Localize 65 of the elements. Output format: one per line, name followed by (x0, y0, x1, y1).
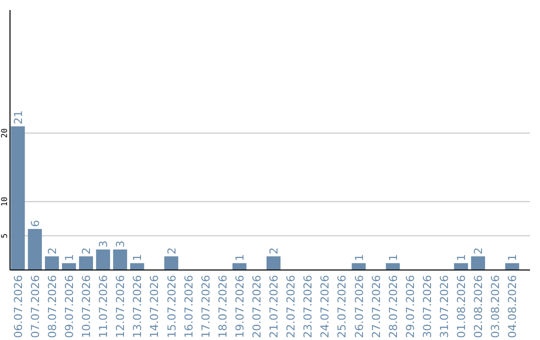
x-tick-label: 24.07.2026 (318, 275, 332, 338)
x-tick-label: 18.07.2026 (216, 275, 230, 338)
x-tick-label: 11.07.2026 (97, 275, 110, 338)
x-tick-label: 12.07.2026 (114, 275, 128, 338)
x-tick-label: 06.07.2026 (12, 275, 25, 338)
x-tick-label: 29.07.2026 (404, 275, 417, 338)
x-tick-label: 25.07.2026 (336, 275, 349, 338)
data-label: 1 (233, 254, 246, 262)
x-tick-label: 23.07.2026 (302, 275, 315, 338)
bar (62, 263, 76, 270)
data-label: 1 (131, 254, 144, 262)
x-tick-label: 13.07.2026 (131, 275, 144, 338)
x-tick-label: 15.07.2026 (165, 275, 178, 338)
data-label: 2 (472, 247, 486, 254)
data-label: 1 (352, 254, 366, 262)
data-label: 2 (268, 247, 281, 254)
data-label: 3 (97, 240, 110, 248)
x-tick-label: 08.07.2026 (46, 275, 59, 338)
y-tick-label: 20 (0, 128, 9, 138)
bar (454, 263, 468, 270)
data-label: 1 (506, 254, 520, 262)
x-tick-label: 26.07.2026 (352, 275, 366, 338)
x-tick-label: 30.07.2026 (420, 275, 434, 338)
x-tick-label: 27.07.2026 (370, 275, 383, 338)
x-tick-label: 22.07.2026 (284, 275, 298, 338)
x-tick-label: 14.07.2026 (148, 275, 162, 338)
data-label: 1 (455, 254, 468, 262)
data-label: 2 (46, 247, 59, 254)
x-tick-label: 19.07.2026 (233, 275, 246, 338)
x-tick-label: 01.08.2026 (455, 275, 468, 338)
data-label: 2 (80, 247, 94, 254)
bar (96, 249, 110, 270)
x-tick-label: 02.08.2026 (472, 275, 486, 338)
bar (164, 256, 178, 270)
x-tick-label: 28.07.2026 (386, 275, 400, 338)
bar (386, 263, 400, 270)
x-tick-label: 09.07.2026 (62, 275, 76, 338)
x-tick-label: 16.07.2026 (182, 275, 196, 338)
x-tick-label: 03.08.2026 (489, 275, 502, 338)
bar (352, 263, 366, 270)
data-label: 2 (165, 247, 178, 254)
bar (44, 256, 59, 270)
bar (471, 256, 486, 270)
data-label: 21 (12, 110, 25, 124)
x-tick-label: 20.07.2026 (250, 275, 264, 338)
y-tick-label: 10 (0, 196, 9, 206)
bar (10, 126, 25, 270)
x-tick-label: 31.07.2026 (438, 275, 451, 338)
bar (505, 263, 520, 270)
x-tick-label: 17.07.2026 (199, 275, 212, 338)
bar (79, 256, 94, 270)
x-tick-label: 04.08.2026 (506, 275, 520, 338)
y-tick-label: 5 (0, 233, 9, 238)
bar (232, 263, 246, 270)
data-label: 6 (28, 220, 42, 227)
data-label: 3 (114, 240, 128, 248)
bar (113, 249, 128, 270)
bar (130, 263, 144, 270)
x-tick-label: 21.07.2026 (268, 275, 281, 338)
bar (28, 228, 42, 270)
data-label: 1 (62, 254, 76, 262)
bar (266, 256, 281, 270)
x-tick-label: 07.07.2026 (28, 275, 42, 338)
x-tick-label: 10.07.2026 (80, 275, 94, 338)
data-label: 1 (386, 254, 400, 262)
